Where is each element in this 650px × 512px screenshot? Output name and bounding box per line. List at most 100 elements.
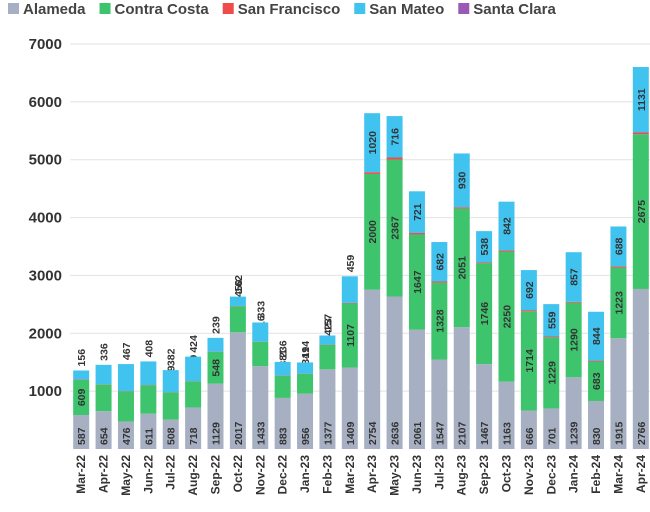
value-label: 1467 (479, 421, 491, 445)
value-label: 162 (233, 275, 245, 293)
value-label: 2250 (502, 305, 514, 329)
bar-segment (140, 385, 156, 413)
x-tick-label: Mar-24 (611, 455, 625, 494)
value-label: 2754 (367, 421, 379, 445)
x-tick-label: Nov-23 (522, 455, 536, 495)
x-tick-label: Sep-22 (209, 455, 223, 495)
bar-segment (476, 262, 492, 263)
value-label: 2675 (636, 200, 648, 224)
value-label: 1163 (502, 422, 514, 445)
y-tick-label: 1000 (29, 383, 62, 400)
value-label: 1647 (412, 270, 424, 294)
x-tick-label: Dec-22 (276, 455, 290, 495)
bar-segment (118, 391, 134, 421)
legend-swatch (8, 3, 19, 14)
value-label: 459 (345, 255, 357, 273)
bar-segment (588, 361, 604, 362)
value-label: 2017 (233, 421, 245, 445)
value-label: 467 (121, 342, 133, 360)
value-label: 1223 (613, 291, 625, 315)
value-label: 883 (278, 427, 290, 445)
x-tick-label: Jul-22 (164, 455, 178, 490)
y-tick-label: 7000 (29, 36, 62, 53)
bar-segment (230, 306, 246, 332)
bar-segment (73, 370, 89, 379)
x-tick-label: Oct-23 (500, 455, 514, 493)
value-label: 1377 (322, 421, 334, 445)
value-label: 236 (278, 340, 290, 358)
bar-segment (96, 365, 112, 384)
legend-label: Alameda (23, 1, 86, 18)
x-tick-label: Apr-24 (634, 455, 648, 493)
y-tick-label: 5000 (29, 152, 62, 169)
x-tick-label: Dec-23 (544, 455, 558, 495)
value-label: 156 (76, 349, 88, 367)
value-label: 559 (546, 311, 558, 329)
value-label: 830 (591, 427, 603, 445)
x-tick-label: Apr-22 (97, 455, 111, 493)
bar-segment (387, 158, 403, 160)
value-label: 2107 (457, 421, 469, 445)
value-label: 692 (524, 281, 536, 299)
bar-segment (297, 374, 313, 394)
x-tick-label: Aug-23 (455, 455, 469, 496)
y-tick-label: 6000 (29, 94, 62, 111)
bar-segment (96, 385, 112, 412)
value-label: 1409 (345, 421, 357, 445)
bar-segment (499, 250, 515, 251)
value-label: 476 (121, 427, 133, 445)
value-label: 1229 (546, 361, 558, 385)
value-label: 1020 (367, 131, 379, 155)
value-label: 2636 (390, 421, 402, 445)
bar-segment (252, 322, 268, 341)
value-label: 587 (76, 427, 88, 445)
legend-swatch (458, 3, 469, 14)
value-label: 239 (211, 316, 223, 334)
value-label: 682 (434, 253, 446, 271)
value-label: 2051 (457, 256, 469, 280)
legend-swatch (223, 3, 234, 14)
bar-segment (140, 361, 156, 385)
value-label: 1131 (636, 88, 648, 111)
value-label: 1714 (524, 349, 536, 373)
value-label: 336 (99, 343, 111, 361)
bar-segment (342, 276, 358, 303)
x-tick-label: Mar-23 (343, 455, 357, 494)
value-label: 2061 (412, 421, 424, 445)
x-tick-label: May-23 (388, 455, 402, 496)
bar-segment (163, 392, 179, 419)
value-label: 424 (188, 335, 200, 353)
value-label: 333 (255, 301, 267, 319)
value-label: 382 (166, 348, 178, 366)
value-label: 701 (546, 427, 558, 445)
value-label: 2000 (367, 220, 379, 244)
bar-segment (364, 172, 380, 174)
bar-segment (275, 362, 291, 376)
value-label: 1129 (211, 422, 223, 445)
value-label: 1107 (345, 324, 357, 347)
x-tick-label: Aug-22 (186, 455, 200, 496)
value-label: 930 (457, 171, 469, 189)
value-label: 1433 (255, 421, 267, 445)
x-tick-label: Jun-23 (410, 455, 424, 494)
bar-segment (566, 302, 582, 303)
value-label: 683 (591, 372, 603, 390)
bar-segment (252, 342, 268, 366)
value-label: 2766 (636, 421, 648, 445)
value-label: 1547 (434, 421, 446, 445)
value-label: 716 (390, 128, 402, 146)
bar-segment (297, 362, 313, 373)
value-label: 654 (99, 427, 111, 445)
bar-segment (633, 132, 649, 134)
bar-segment (230, 297, 246, 306)
y-tick-label: 2000 (29, 325, 62, 342)
bar-segment (543, 336, 559, 337)
value-label: 956 (300, 427, 312, 445)
value-label: 842 (502, 217, 514, 235)
y-tick-label: 3000 (29, 267, 62, 284)
value-label: 2367 (390, 216, 402, 240)
bar-segment (208, 338, 224, 352)
value-label: 857 (569, 268, 581, 286)
value-label: 609 (76, 389, 88, 407)
